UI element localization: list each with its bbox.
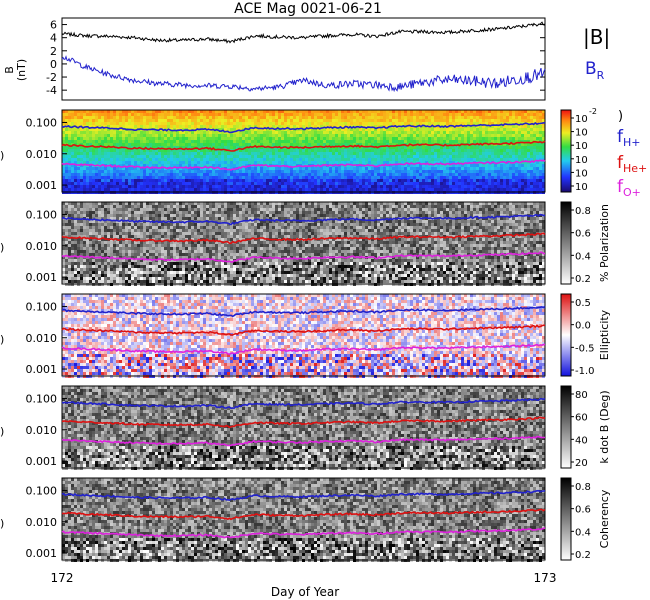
colorbar-title-3: Ellipticity <box>598 309 611 360</box>
spectral-panel-4 <box>62 386 545 470</box>
ion-legend: fH+ fHe+ fO+ ) <box>617 109 647 199</box>
colorbar-title-5: Coherency <box>598 489 611 548</box>
legend-b: |B| BR <box>583 25 610 82</box>
freq-axis-label-fragment: ) <box>0 333 4 346</box>
colorbar-label: 60 <box>575 413 588 424</box>
legend-b-total: |B| <box>583 25 610 49</box>
b-ytick-label: 2 <box>50 45 57 58</box>
freq-ytick-label: 0.100 <box>26 484 58 497</box>
x-axis-label: Day of Year <box>271 585 339 599</box>
freq-ytick-label: 0.001 <box>26 363 58 376</box>
freq-ytick-label: 0.100 <box>26 392 58 405</box>
x-tick-172: 172 <box>51 571 74 585</box>
freq-ytick-label: 0.100 <box>26 208 58 221</box>
colorbar-label: 10 <box>575 168 588 179</box>
colorbar-label: 10 <box>575 155 588 166</box>
legend-b-r-sub: R <box>597 69 605 82</box>
colorbar-5 <box>561 478 571 560</box>
colorbar-label: 10 <box>575 182 588 193</box>
x-tick-173: 173 <box>534 571 557 585</box>
colorbar-label: -0.5 <box>575 343 595 354</box>
colorbar-title-4: k dot B (Deg) <box>598 390 611 463</box>
freq-ytick-label: 0.010 <box>26 240 58 253</box>
freq-ytick-label: 0.001 <box>26 179 58 192</box>
spectral-panel-2 <box>62 202 545 286</box>
colorbar-label: 10 <box>575 128 588 139</box>
colorbar-label: 0.6 <box>575 229 591 240</box>
colorbar-2 <box>561 202 571 284</box>
freq-ytick-label: 0.001 <box>26 271 58 284</box>
colorbar-label: 20 <box>575 458 588 469</box>
b-ytick-label: -4 <box>46 84 57 97</box>
colorbar-label: 0.8 <box>575 206 591 217</box>
freq-ytick-label: 0.010 <box>26 424 58 437</box>
colorbar-4 <box>561 386 571 468</box>
panels: 6420-2-40.1000.0100.001)101010101010-20.… <box>0 18 611 562</box>
legend-he-plus: fHe+ <box>617 153 647 175</box>
b-ytick-label: 6 <box>50 19 57 32</box>
colorbar-label: 10 <box>575 114 588 125</box>
freq-ytick-label: 0.100 <box>26 300 58 313</box>
colorbar-label: 0.2 <box>575 550 591 561</box>
colorbar-title-2: % Polarization <box>598 204 611 282</box>
colorbar-1 <box>561 110 571 192</box>
colorbar-label: 80 <box>575 390 588 401</box>
freq-ytick-label: 0.010 <box>26 516 58 529</box>
colorbar-label: 0.2 <box>575 274 591 285</box>
b-ytick-label: 0 <box>50 58 57 71</box>
freq-axis-label-fragment: ) <box>0 241 4 254</box>
colorbar-exponent: -2 <box>589 107 597 116</box>
freq-axis-label-fragment: ) <box>0 517 4 530</box>
spectral-panel-1 <box>62 110 545 194</box>
b-axis-unit: (nT) <box>15 59 28 81</box>
colorbar-label: 0.4 <box>575 251 591 262</box>
legend-b-r: BR <box>585 59 605 82</box>
freq-ytick-label: 0.001 <box>26 455 58 468</box>
colorbar-label: 0.6 <box>575 505 591 516</box>
colorbar-label: 0.0 <box>575 321 591 332</box>
colorbar-label: -1.0 <box>575 366 595 377</box>
freq-axis-label-fragment: ) <box>0 425 4 438</box>
freq-ytick-label: 0.010 <box>26 332 58 345</box>
b-ytick-label: 4 <box>50 32 57 45</box>
freq-ytick-label: 0.010 <box>26 148 58 161</box>
legend-h-plus: fH+ <box>617 127 641 149</box>
freq-ytick-label: 0.001 <box>26 547 58 560</box>
spectral-panel-5 <box>62 478 545 562</box>
spectral-panel-3 <box>62 294 545 378</box>
colorbar-label: 40 <box>575 435 588 446</box>
legend-o-plus: fO+ <box>617 177 641 199</box>
b-ytick-label: -2 <box>46 71 57 84</box>
colorbar-label: 0.4 <box>575 527 591 538</box>
freq-ytick-label: 0.100 <box>26 116 58 129</box>
colorbar-3 <box>561 294 571 376</box>
colorbar-label: 10 <box>575 141 588 152</box>
colorbar-label: 0.8 <box>575 482 591 493</box>
legend-bracket: ) <box>618 109 623 124</box>
chart-title: ACE Mag 0021-06-21 <box>234 1 382 17</box>
colorbar-label: 0.5 <box>575 298 591 309</box>
freq-axis-label-fragment: ) <box>0 149 4 162</box>
